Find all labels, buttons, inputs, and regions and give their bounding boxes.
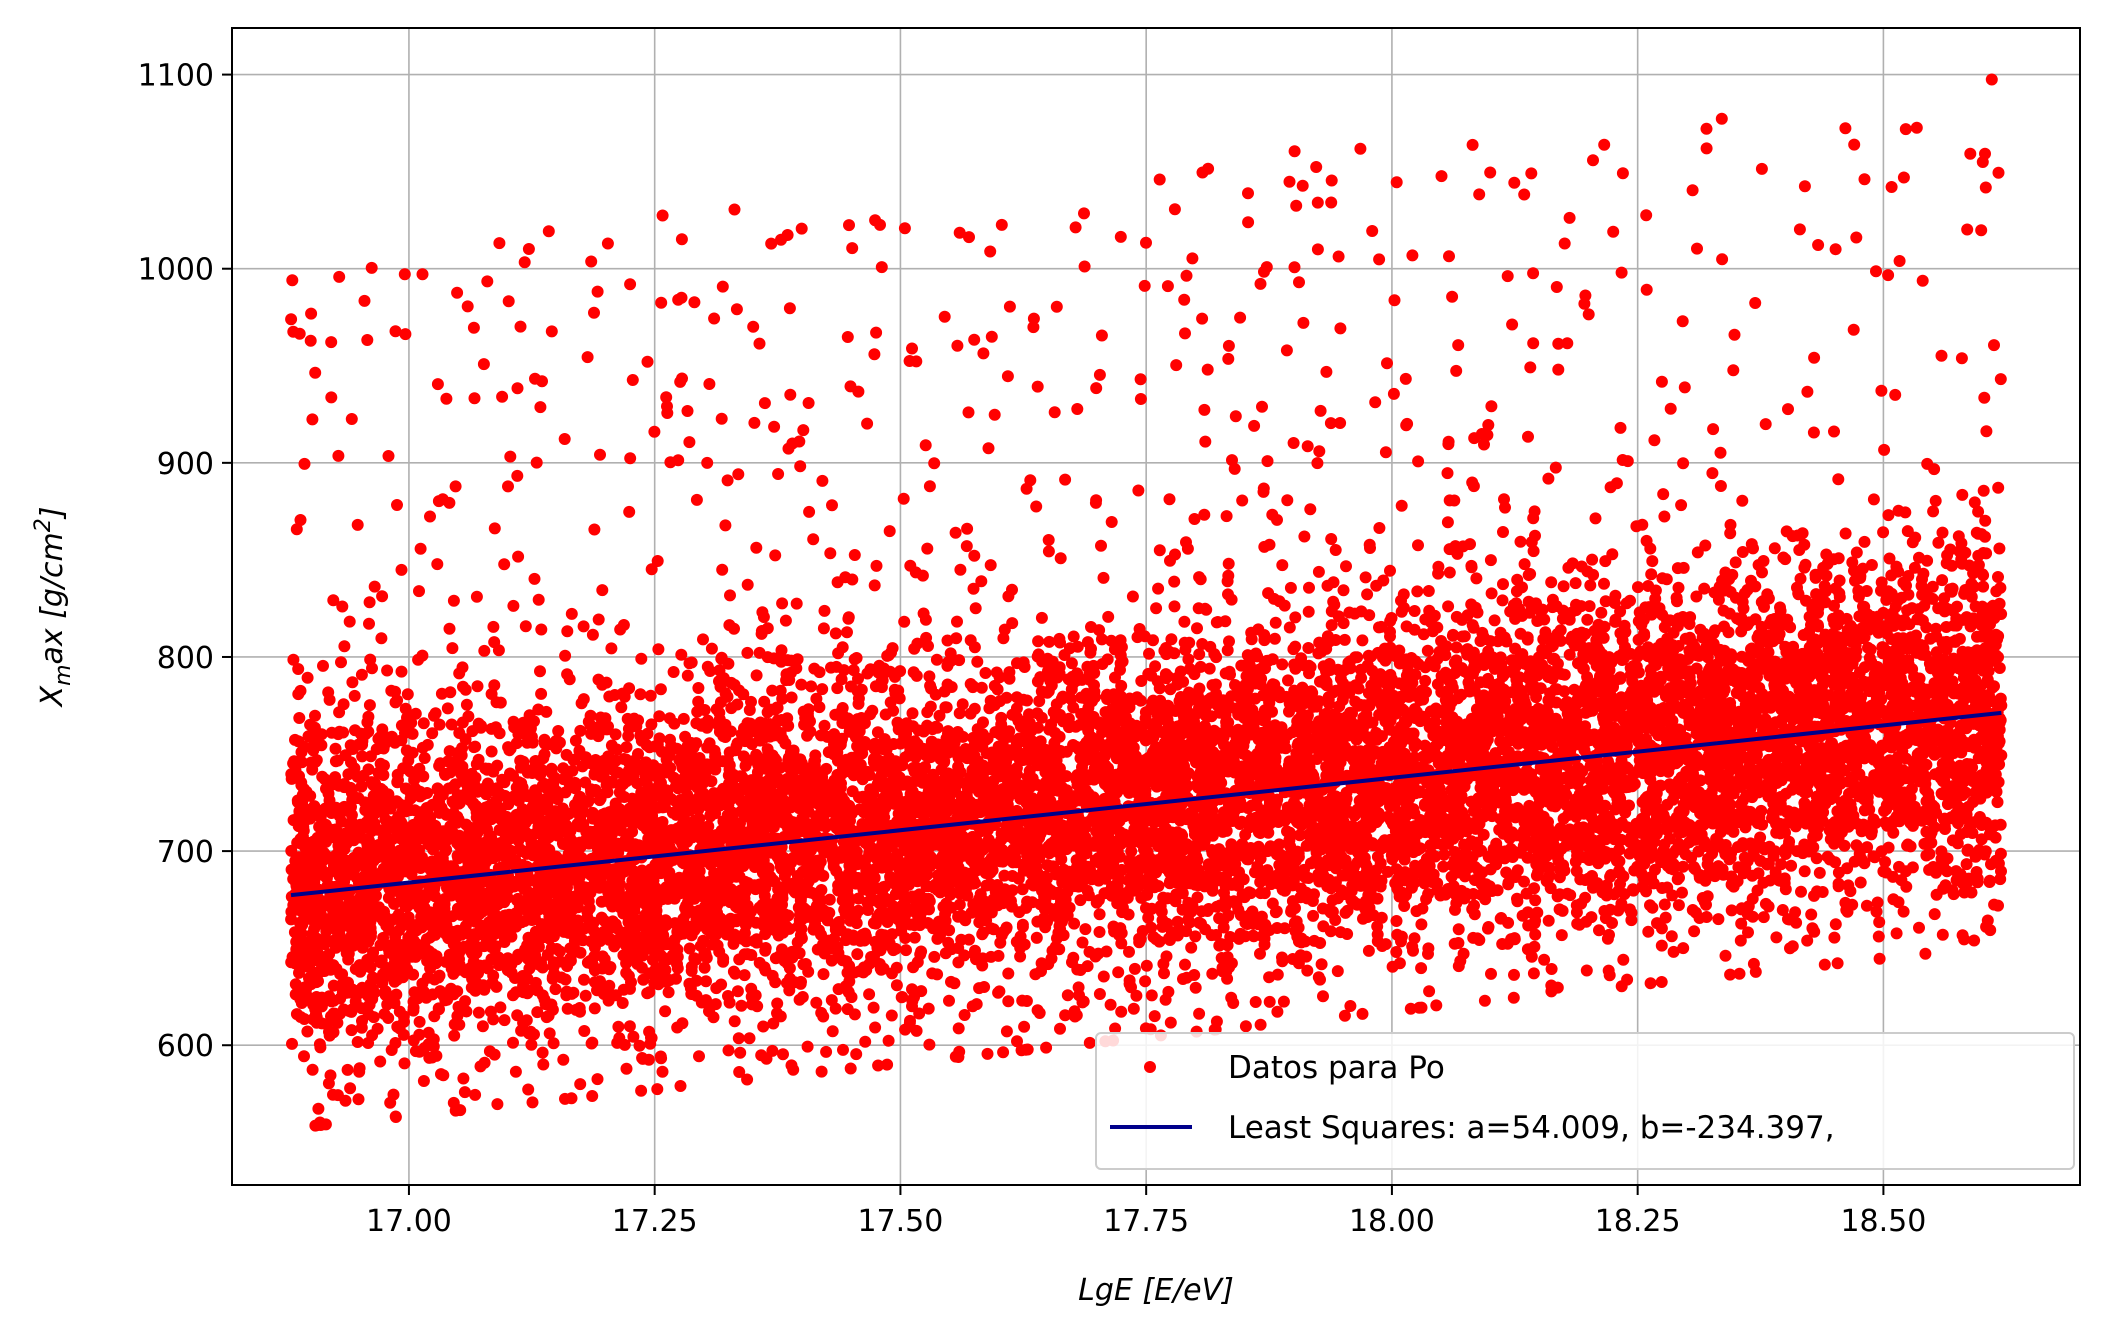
x-axis-ticks: 17.00 17.25 17.50 17.75 18.00 18.25 18.50 (366, 1185, 1926, 1239)
fit-line-group (290, 710, 2002, 898)
legend-label-datos: Datos para Po (1228, 1050, 1445, 1086)
scatter-point-cloud (285, 73, 2008, 1132)
x-tick-label: 17.50 (857, 1204, 943, 1239)
y-tick-label: 1100 (138, 59, 214, 94)
legend: Datos para Po Least Squares: a=54.009, b… (1095, 1032, 2075, 1170)
x-tick-label: 18.50 (1840, 1204, 1926, 1239)
y-tick-label: 700 (157, 835, 214, 870)
y-tick-label: 800 (157, 641, 214, 676)
data-points (285, 73, 2008, 1132)
x-axis-label: LgE [E/eV] (1078, 1273, 1234, 1308)
y-tick-label: 600 (157, 1029, 214, 1064)
x-tick-label: 17.00 (366, 1204, 452, 1239)
plot-frame (231, 27, 2081, 1186)
y-axis-label: Xmax [g/cm2] (31, 507, 76, 709)
legend-box (1095, 1032, 2075, 1170)
y-axis-ticks: 600 700 800 900 1000 1100 (138, 59, 232, 1064)
legend-marker-datos (1144, 1061, 1156, 1073)
legend-label-least-squares: Least Squares: a=54.009, b=-234.397, (1228, 1110, 1835, 1146)
x-tick-label: 18.25 (1595, 1204, 1681, 1239)
y-tick-label: 1000 (138, 253, 214, 288)
y-tick-label: 900 (157, 447, 214, 482)
x-tick-label: 18.00 (1349, 1204, 1435, 1239)
least-squares-line (290, 710, 2002, 898)
x-tick-label: 17.75 (1103, 1204, 1189, 1239)
x-tick-label: 17.25 (612, 1204, 698, 1239)
